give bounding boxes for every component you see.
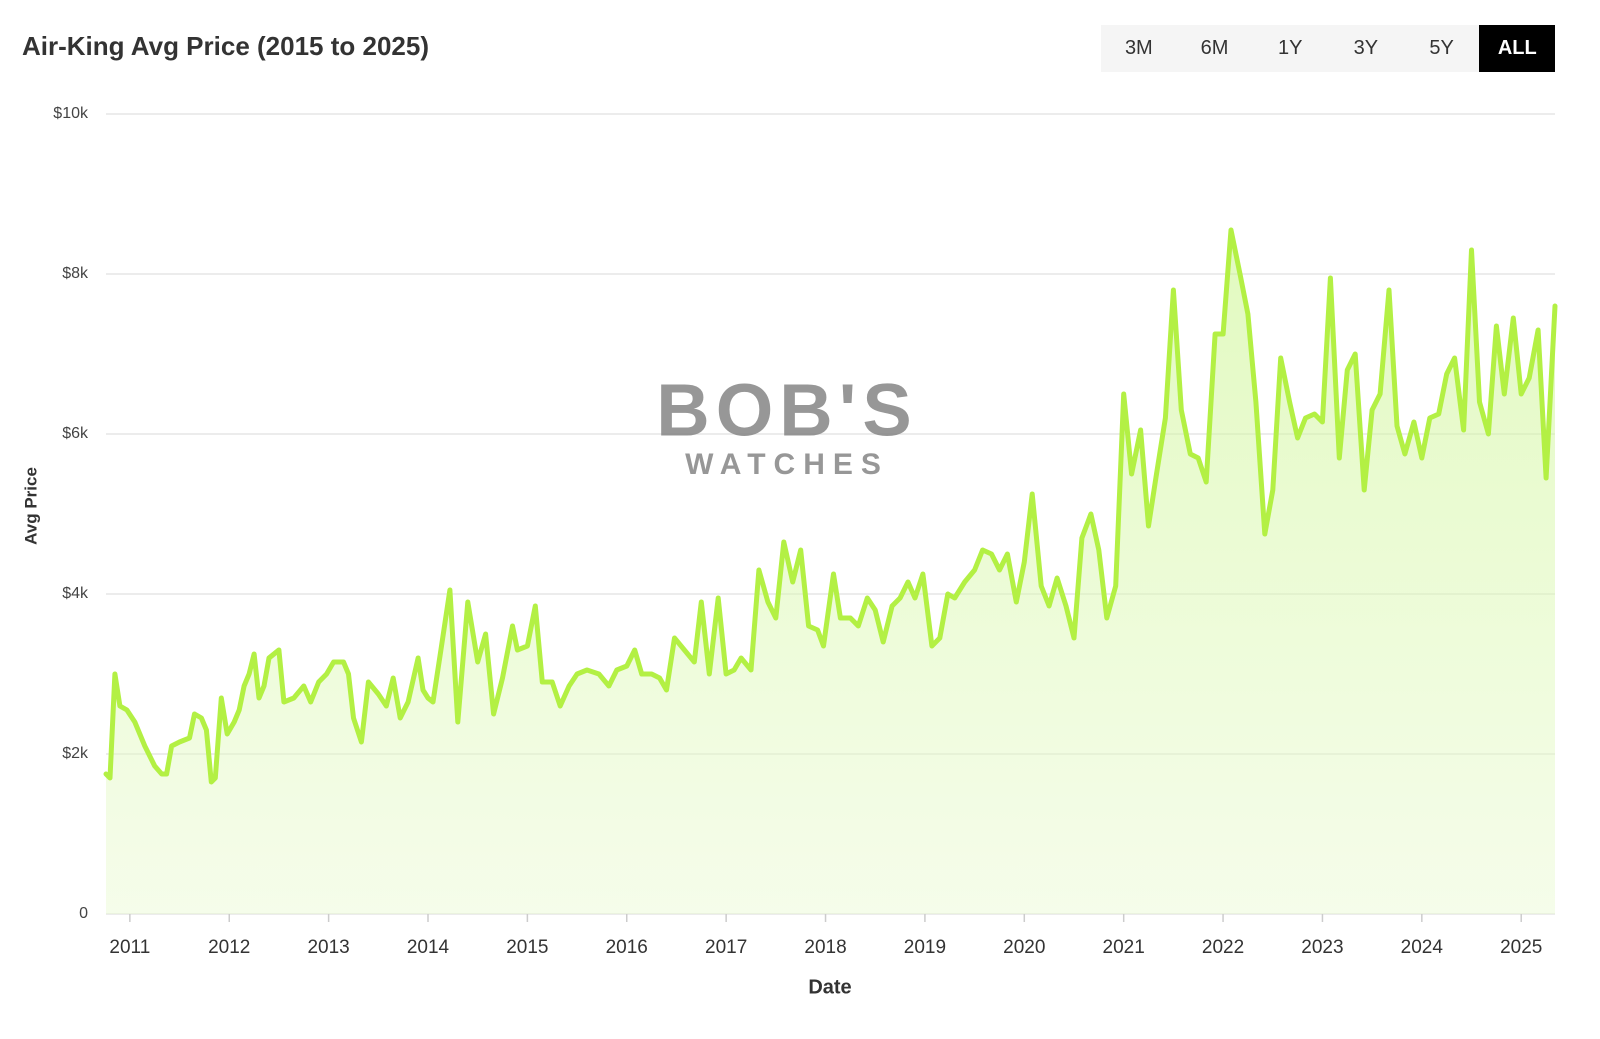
- range-button[interactable]: 5Y: [1429, 37, 1454, 59]
- y-axis-title: Avg Price: [21, 467, 40, 545]
- area: [106, 230, 1555, 914]
- range-button[interactable]: ALL: [1479, 25, 1556, 72]
- x-tick-label: 2013: [307, 937, 349, 958]
- x-tick-label: 2024: [1401, 937, 1444, 958]
- x-axis-title: Date: [808, 976, 851, 998]
- y-tick-label: $4k: [62, 585, 89, 602]
- x-tick-label: 2012: [208, 937, 250, 958]
- chart-title: Air-King Avg Price (2015 to 2025): [22, 31, 429, 61]
- range-button[interactable]: 6M: [1200, 37, 1229, 59]
- x-tick-label: 2021: [1103, 937, 1145, 958]
- x-tick-label: 2018: [804, 937, 846, 958]
- y-tick-label: $8k: [62, 265, 89, 282]
- x-tick-label: 2022: [1202, 937, 1244, 958]
- y-tick-label: $10k: [53, 105, 89, 122]
- x-tick-label: 2017: [705, 937, 747, 958]
- range-selector: 3M 6M 1Y 3Y 5Y ALL: [1101, 25, 1556, 72]
- x-tick-label: 2011: [109, 937, 150, 958]
- watermark: WATCHES: [685, 448, 889, 481]
- y-tick-label: $6k: [62, 425, 89, 442]
- x-tick-label: 2015: [506, 937, 548, 958]
- x-tick-label: 2025: [1500, 937, 1542, 958]
- x-tick-label: 2020: [1003, 937, 1045, 958]
- x-tick-label: 2019: [904, 937, 946, 958]
- y-tick-label: 0: [79, 905, 88, 922]
- x-tick-label: 2023: [1301, 937, 1343, 958]
- x-tick-label: 2014: [407, 937, 450, 958]
- line: [103, 227, 1558, 785]
- range-button[interactable]: 1Y: [1277, 37, 1303, 59]
- range-button[interactable]: 3Y: [1353, 37, 1379, 59]
- y-tick-label: $2k: [62, 745, 89, 762]
- range-button[interactable]: 3M: [1124, 37, 1153, 59]
- watermark: BOB'S: [656, 369, 917, 452]
- x-tick-label: 2016: [606, 937, 648, 958]
